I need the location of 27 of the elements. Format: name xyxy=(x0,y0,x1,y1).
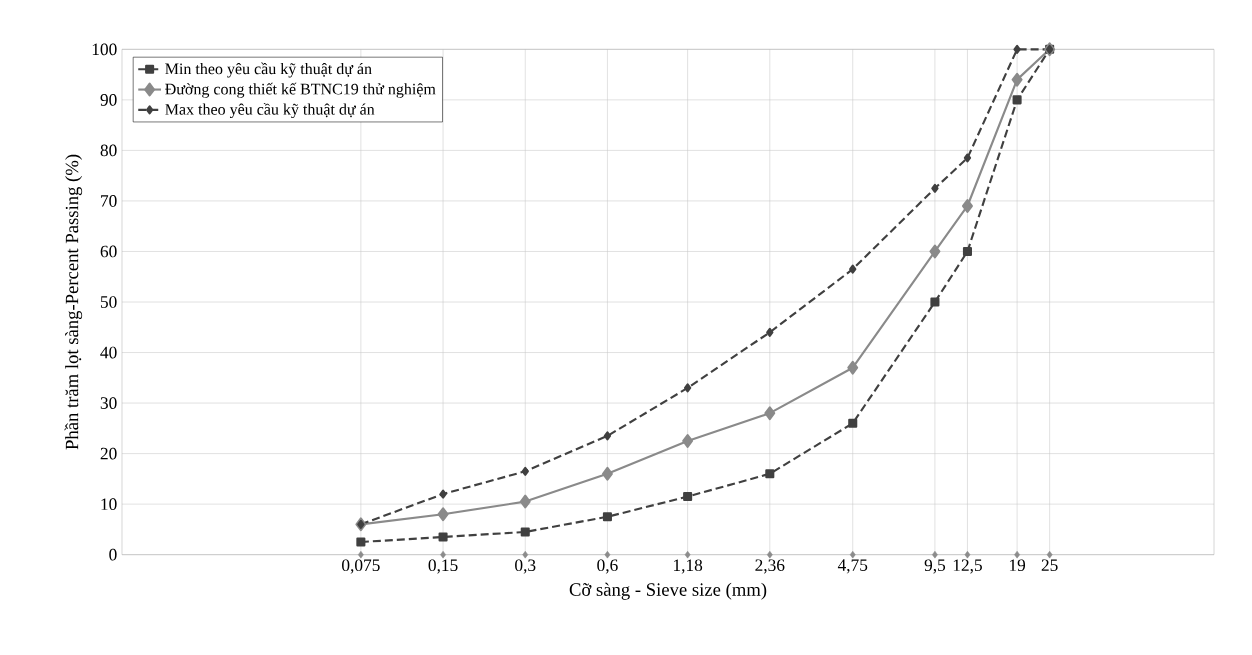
y-tick-label: 50 xyxy=(100,296,117,308)
y-tick-label: 80 xyxy=(100,144,117,157)
y-tick-label: 90 xyxy=(100,94,117,106)
legend-label: Min theo yêu cầu kỹ thuật dự án xyxy=(165,62,372,78)
x-tick-label: 25 xyxy=(1041,559,1058,572)
x-tick-label: 1,18 xyxy=(673,559,703,574)
x-tick-label: 0,15 xyxy=(428,559,458,574)
y-tick-label: 60 xyxy=(100,245,117,258)
x-tick-label: 0,6 xyxy=(597,559,618,574)
y-axis-title: Phần trăm lọt sàng-Percent Passing (%) xyxy=(64,154,83,450)
y-tick-label: 40 xyxy=(100,346,117,359)
legend-label: Đường cong thiết kế BTNC19 thử nghiệm xyxy=(165,82,436,98)
x-tick-label: 4,75 xyxy=(837,559,868,574)
x-tick-label: 2,36 xyxy=(755,559,785,574)
y-tick-label: 0 xyxy=(109,548,117,561)
y-tick-label: 20 xyxy=(100,447,117,460)
x-tick-label: 0,3 xyxy=(515,559,536,574)
y-tick-label: 10 xyxy=(101,498,117,511)
x-tick-label: 19 xyxy=(1009,559,1026,572)
x-tick-label: 9,5 xyxy=(924,559,946,574)
y-tick-label: 30 xyxy=(100,397,117,410)
legend-label: Max theo yêu cầu kỹ thuật dự án xyxy=(165,103,375,119)
x-tick-label: 0,075 xyxy=(342,559,380,574)
x-axis-title: Cỡ sàng - Sieve size (mm) xyxy=(569,582,767,600)
x-tick-label: 12,5 xyxy=(953,559,982,574)
y-tick-label: 100 xyxy=(92,43,117,56)
y-tick-label: 70 xyxy=(101,195,117,207)
